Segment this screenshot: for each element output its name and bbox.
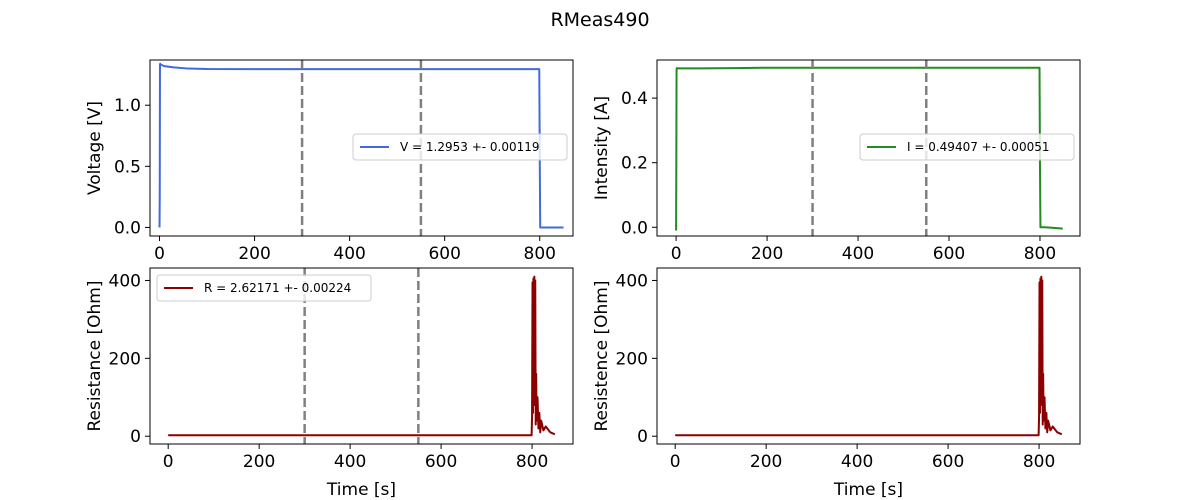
resistence-ylabel: Resistence [Ohm] [592, 280, 612, 431]
intensity-ytick-label: 0.4 [621, 89, 648, 109]
resistance-xtick-label: 200 [243, 452, 275, 472]
resistance-xtick-label: 600 [425, 452, 457, 472]
intensity-xtick-label: 0 [671, 244, 682, 264]
figure-title: RMeas490 [550, 9, 649, 31]
intensity-ytick-label: 0.2 [621, 154, 648, 174]
resistance-ytick-label: 400 [109, 271, 141, 291]
resistance-xtick-label: 0 [163, 452, 174, 472]
voltage-ytick-label: 0.0 [114, 218, 141, 238]
voltage-legend-box [352, 133, 568, 161]
resistance-xtick-label: 800 [516, 452, 548, 472]
voltage-xtick-label: 400 [333, 244, 365, 264]
intensity-ytick-label: 0.0 [621, 218, 648, 238]
resistence-xtick-label: 400 [841, 452, 873, 472]
intensity-xtick-label: 600 [933, 244, 965, 264]
resistence-ytick-label: 200 [616, 349, 648, 369]
voltage-legend-label: V = 1.2953 +- 0.00119 [400, 140, 540, 154]
subplots-container: 0 200 400 600 800 0.0 0.5 1.0 Voltage [V] V = 1.2… [85, 59, 1081, 500]
resistance-legend: R = 2.62171 +- 0.00224 [156, 274, 372, 302]
resistance-ylabel: Resistance [Ohm] [85, 281, 105, 432]
resistance-legend-label: R = 2.62171 +- 0.00224 [204, 281, 351, 295]
intensity-legend-label: I = 0.49407 +- 0.00051 [907, 140, 1049, 154]
resistence-xtick-label: 0 [670, 452, 681, 472]
resistence-ytick-label: 0 [637, 427, 648, 447]
voltage-series-line [158, 62, 564, 229]
voltage-xtick-label: 800 [524, 244, 556, 264]
voltage-legend: V = 1.2953 +- 0.00119 [352, 133, 568, 161]
resistance-axes-frame [149, 267, 574, 445]
resistence-xlabel: Time [s] [833, 480, 903, 500]
resistence-xtick-label: 600 [932, 452, 964, 472]
voltage-xtick-label: 0 [154, 244, 165, 264]
intensity-axes-frame [656, 59, 1081, 237]
resistence-series-line [675, 275, 1063, 437]
resistence-xtick-label: 200 [750, 452, 782, 472]
resistance-legend-box [156, 274, 372, 302]
resistence-axes-frame [656, 267, 1081, 445]
intensity-legend: I = 0.49407 +- 0.00051 [859, 133, 1075, 161]
subplot-intensity: 0 200 400 600 800 0.0 0.2 0.4 Intensity [A] I = 0… [592, 59, 1081, 264]
resistance-xlabel: Time [s] [326, 480, 396, 500]
intensity-series-line [675, 66, 1063, 231]
voltage-ytick-label: 1.0 [114, 96, 141, 116]
intensity-xtick-label: 800 [1024, 244, 1056, 264]
voltage-ytick-label: 0.5 [114, 157, 141, 177]
resistance-xtick-label: 400 [334, 452, 366, 472]
intensity-xtick-label: 400 [842, 244, 874, 264]
voltage-axes-frame [149, 59, 574, 237]
intensity-legend-box [859, 133, 1075, 161]
resistance-ytick-label: 0 [130, 427, 141, 447]
resistance-series-line [168, 275, 556, 437]
resistence-ytick-label: 400 [616, 271, 648, 291]
resistance-ytick-label: 200 [109, 349, 141, 369]
voltage-xtick-label: 600 [428, 244, 460, 264]
subplot-voltage: 0 200 400 600 800 0.0 0.5 1.0 Voltage [V] V = 1.2… [85, 59, 574, 264]
voltage-ylabel: Voltage [V] [85, 101, 105, 195]
resistence-xtick-label: 800 [1023, 452, 1055, 472]
intensity-ylabel: Intensity [A] [592, 96, 612, 200]
intensity-xtick-label: 200 [751, 244, 783, 264]
voltage-xtick-label: 200 [238, 244, 270, 264]
